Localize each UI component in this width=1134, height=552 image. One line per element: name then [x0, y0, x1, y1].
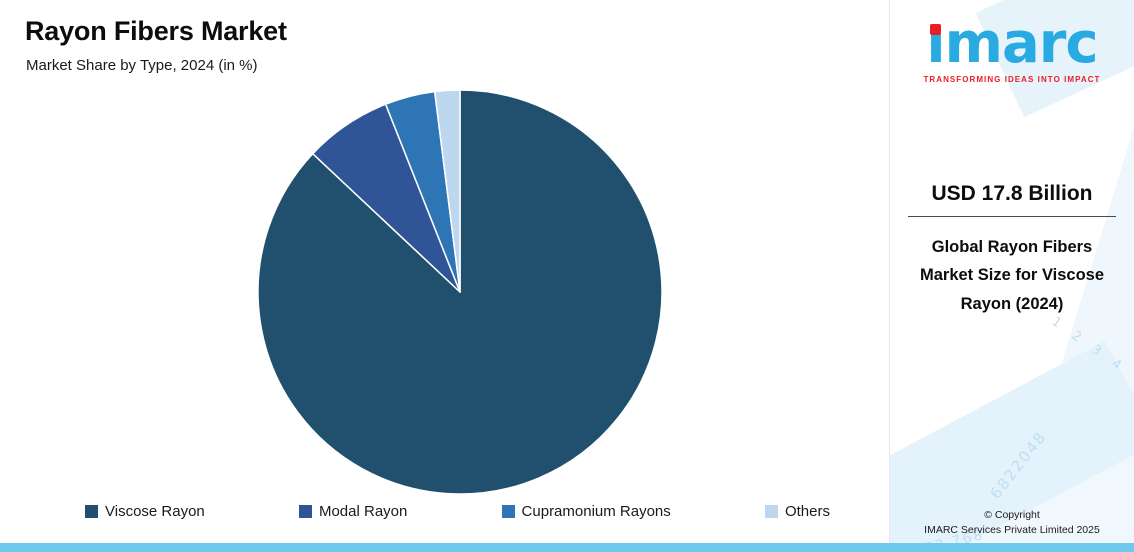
- legend-label: Viscose Rayon: [105, 503, 205, 520]
- legend-swatch-viscose-rayon: [85, 505, 98, 518]
- copyright: © Copyright IMARC Services Private Limit…: [890, 508, 1134, 538]
- chart-legend: Viscose Rayon Modal Rayon Cupramonium Ra…: [85, 503, 830, 520]
- divider-line: [908, 216, 1116, 217]
- legend-item-cupramonium-rayons: Cupramonium Rayons: [501, 503, 671, 520]
- market-size-caption: Global Rayon Fibers Market Size for Visc…: [919, 238, 1105, 313]
- pie-chart: [257, 89, 663, 495]
- legend-item-others: Others: [764, 503, 830, 520]
- page-title: Rayon Fibers Market: [25, 16, 287, 46]
- market-size-value: USD 17.8 Billion: [931, 182, 1093, 205]
- legend-swatch-modal-rayon: [298, 505, 312, 518]
- imarc-tagline: TRANSFORMING IDEAS INTO IMPACT: [923, 75, 1101, 84]
- legend-label: Cupramonium Rayons: [521, 503, 671, 520]
- chart-subtitle: Market Share by Type, 2024 (in %): [26, 57, 258, 74]
- legend-swatch-cupramonium-rayons: [501, 505, 515, 518]
- imarc-logo-wordmark: ımarc: [926, 16, 1098, 72]
- legend-item-viscose-rayon: Viscose Rayon: [85, 503, 205, 520]
- imarc-logo-red-dot-icon: [930, 24, 942, 35]
- imarc-logo-text: ımarc: [926, 11, 1098, 76]
- legend-item-modal-rayon: Modal Rayon: [298, 503, 408, 520]
- right-panel-content: ımarc TRANSFORMING IDEAS INTO IMPACT USD…: [890, 0, 1134, 552]
- right-panel: 1 2 3 4 6822048 73 768 ımarc TRANSFORMIN…: [889, 0, 1134, 552]
- copyright-line-1: © Copyright: [984, 508, 1040, 521]
- copyright-line-2: IMARC Services Private Limited 2025: [924, 523, 1100, 536]
- legend-label: Others: [784, 503, 830, 520]
- imarc-logo: ımarc TRANSFORMING IDEAS INTO IMPACT: [890, 0, 1134, 85]
- bottom-accent-bar: [0, 543, 1134, 552]
- pie-slice-others: [433, 89, 461, 293]
- chart-area: Rayon Fibers Market Market Share by Type…: [25, 16, 830, 520]
- pie-chart-container: [256, 88, 664, 496]
- legend-label: Modal Rayon: [318, 503, 408, 520]
- legend-swatch-others: [764, 505, 778, 518]
